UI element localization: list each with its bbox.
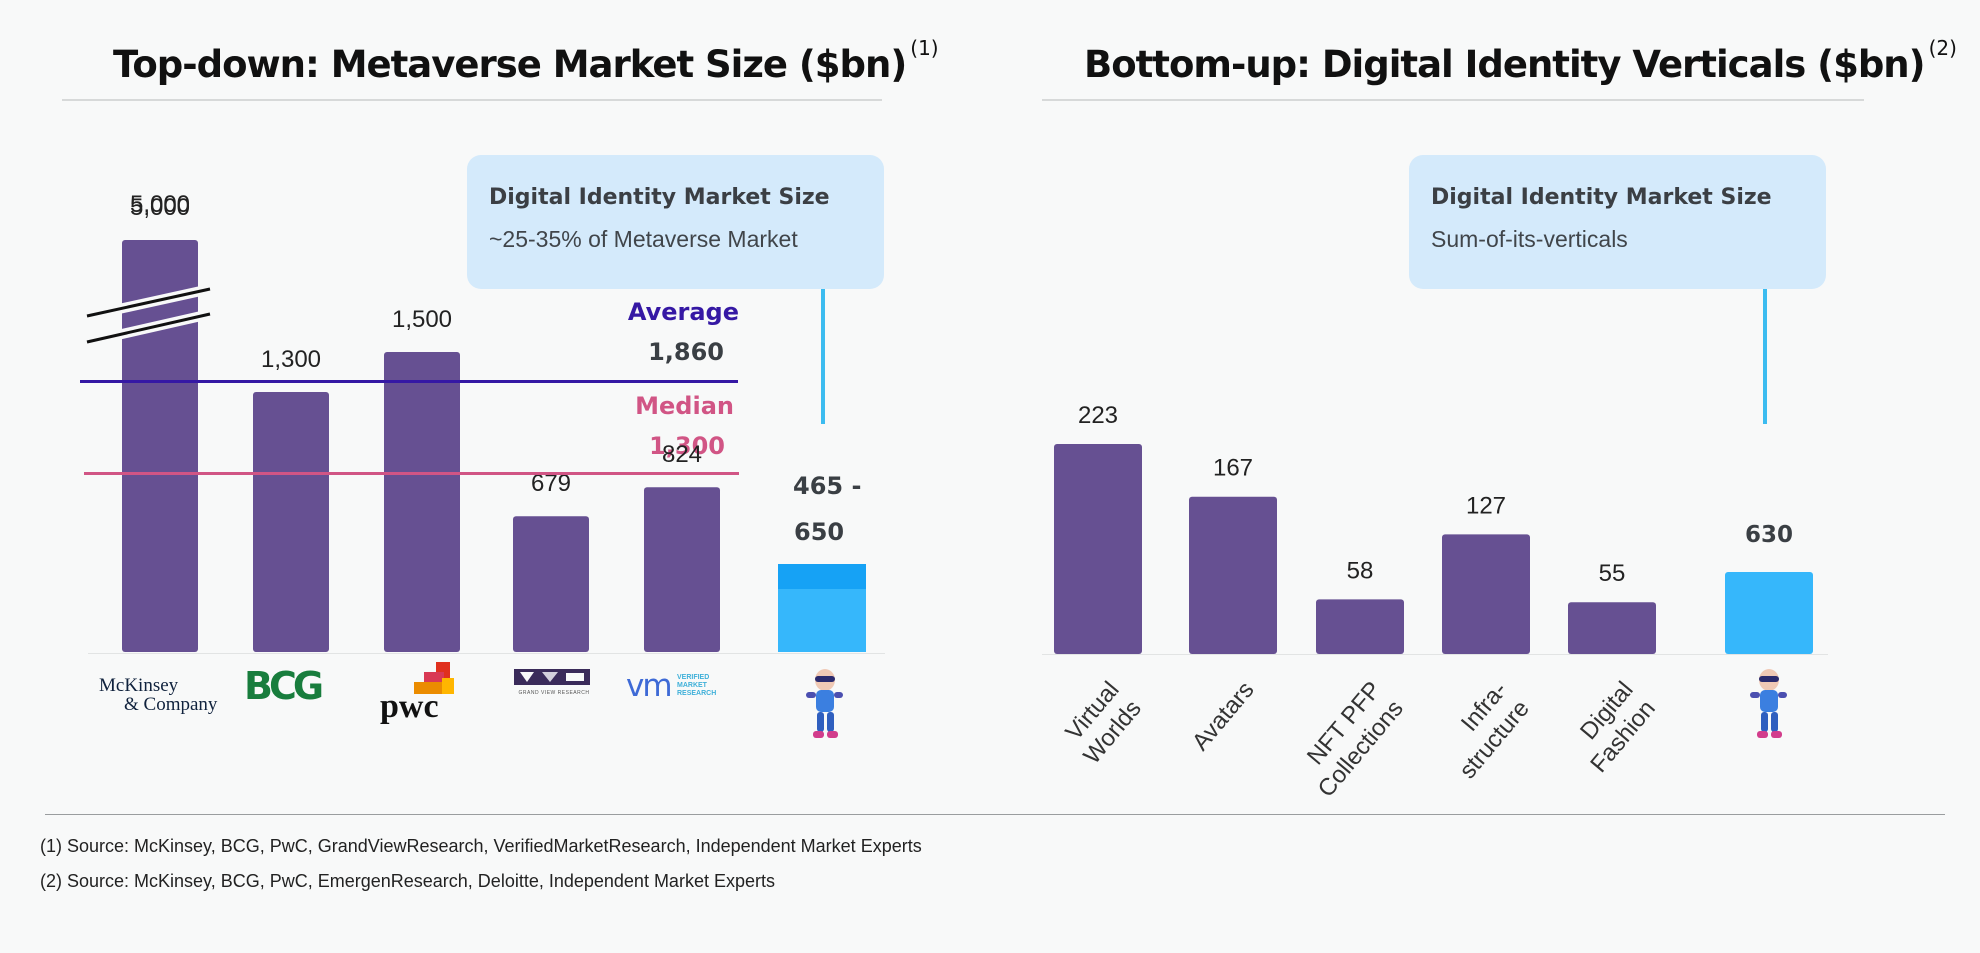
left-callout-heading: Digital Identity Market Size	[489, 185, 830, 210]
value-label-avatars: 167	[1213, 455, 1253, 482]
average-value: 1,860	[648, 338, 724, 366]
right-callout-connector	[1763, 289, 1767, 424]
category-label-infra-structure: Infra-structure	[1454, 677, 1535, 785]
bar-infra-structure	[1442, 534, 1530, 654]
left-chart-title-note: (1)	[910, 36, 939, 60]
value-label-bcg: 1,300	[261, 346, 321, 373]
value-label-mckinsey-company: 5,000	[130, 191, 190, 218]
left-x-axis	[88, 653, 885, 654]
value-label-nft-pfp-collections: 58	[1347, 557, 1374, 584]
average-line	[80, 380, 738, 383]
median-line	[84, 472, 739, 475]
mckinsey-logo-line2: & Company	[124, 694, 218, 715]
left-chart-title-text: Top-down: Metaverse Market Size ($bn)	[113, 43, 907, 86]
gvr-mark-icon	[514, 669, 590, 685]
avatar-figure-icon	[806, 669, 843, 738]
avatar-figure-icon	[1750, 669, 1787, 738]
pwc-logo: pwc	[380, 660, 460, 726]
value-label-infra-structure: 127	[1466, 492, 1506, 519]
left-chart-title: Top-down: Metaverse Market Size ($bn) (1)	[113, 36, 939, 86]
bar-digital-fashion	[1568, 602, 1656, 654]
bar-total-digital-identity	[1725, 572, 1813, 654]
right-x-axis	[1042, 654, 1828, 655]
vmr-wordmark: VERIFIED MARKET RESEARCH	[677, 674, 716, 698]
right-callout: Digital Identity Market Size Sum-of-its-…	[1409, 155, 1826, 289]
value-label-digital-fashion: 55	[1599, 560, 1626, 587]
category-label-line: Avatars	[1187, 677, 1260, 756]
bar-verified-market-research	[644, 487, 720, 652]
gvr-caption: GRAND VIEW RESEARCH	[518, 690, 590, 696]
median-label: Median	[635, 392, 734, 420]
bar-grand-view-research	[513, 516, 589, 652]
left-callout-subtext: ~25-35% of Metaverse Market	[489, 226, 798, 252]
range-label-bottom: 650	[794, 518, 845, 546]
bar-pwc	[384, 352, 460, 652]
category-label-avatars: Avatars	[1187, 677, 1260, 756]
average-label: Average	[627, 298, 739, 326]
vmr-mark: vm	[626, 668, 673, 704]
footnote-2: (2) Source: McKinsey, BCG, PwC, EmergenR…	[40, 871, 775, 891]
pwc-logo-text: pwc	[380, 688, 439, 725]
right-chart-title-text: Bottom-up: Digital Identity Verticals ($…	[1084, 43, 1926, 86]
bar-avatars	[1189, 496, 1277, 654]
right-title-divider	[1042, 99, 1864, 101]
grand-view-research-logo: GRAND VIEW RESEARCH	[514, 669, 594, 696]
value-label-total-digital-identity: 630	[1745, 522, 1793, 548]
left-callout-connector	[821, 289, 825, 424]
right-callout-heading: Digital Identity Market Size	[1431, 185, 1772, 210]
right-chart-title-note: (2)	[1928, 36, 1957, 60]
left-callout: Digital Identity Market Size ~25-35% of …	[467, 155, 884, 289]
pwc-logo-mark-icon	[414, 662, 454, 694]
vmr-line1: VERIFIED	[677, 674, 710, 681]
value-label-virtual-worlds: 223	[1078, 402, 1118, 429]
footer-divider	[45, 814, 1945, 815]
value-label-pwc: 1,500	[392, 306, 452, 333]
value-label-mckinsey-company: 5,000	[130, 194, 190, 221]
value-label-verified-market-research: 824	[662, 441, 702, 468]
median-value: 1,300	[649, 432, 725, 460]
vmr-line3: RESEARCH	[677, 690, 717, 697]
range-label-top: 465 -	[793, 472, 862, 500]
bar-mckinsey-company	[122, 240, 198, 652]
right-callout-subtext: Sum-of-its-verticals	[1431, 226, 1628, 252]
left-title-divider	[62, 99, 882, 101]
right-chart-title: Bottom-up: Digital Identity Verticals ($…	[1084, 36, 1957, 86]
bar-range-top-digital-identity	[778, 564, 866, 589]
bar-nft-pfp-collections	[1316, 599, 1404, 654]
bar-virtual-worlds	[1054, 444, 1142, 654]
bcg-logo: BCG	[244, 664, 324, 708]
bar-bcg	[253, 392, 329, 652]
footnote-1: (1) Source: McKinsey, BCG, PwC, GrandVie…	[40, 836, 922, 856]
verified-market-research-logo: vm VERIFIED MARKET RESEARCH	[626, 668, 716, 708]
mckinsey-logo-line1: McKinsey	[99, 675, 179, 696]
vmr-line2: MARKET	[677, 682, 707, 689]
axis-break-icon	[85, 286, 212, 347]
mckinsey-logo: McKinsey & Company	[99, 676, 217, 714]
